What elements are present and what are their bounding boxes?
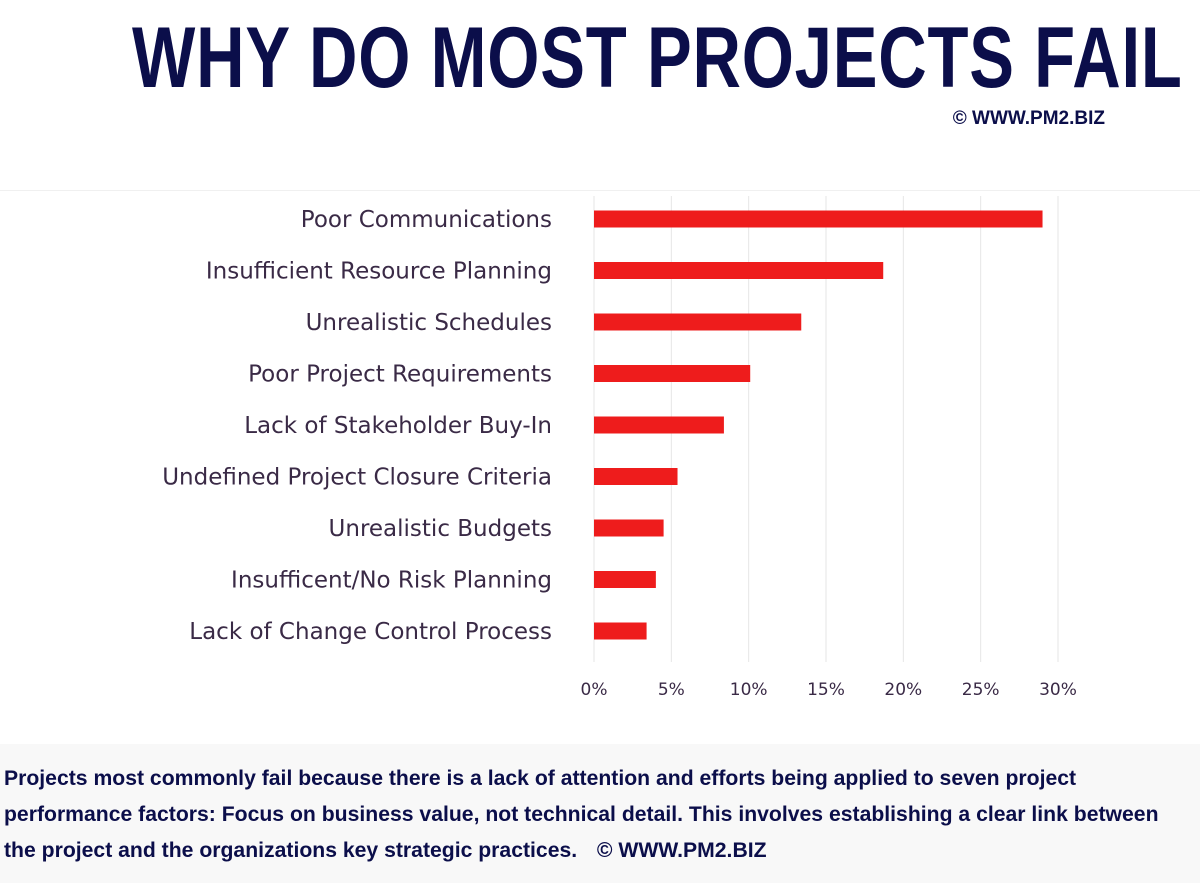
bar-6	[594, 519, 664, 537]
category-label-2: Unrealistic Schedules	[306, 310, 552, 336]
category-label-6: Unrealistic Budgets	[329, 516, 552, 542]
bar-8	[594, 622, 647, 640]
bar-1	[594, 262, 884, 279]
bar-2	[594, 313, 802, 331]
x-tick-label-3: 15%	[807, 680, 845, 700]
footer-description: Projects most commonly fail because ther…	[4, 766, 1159, 862]
category-label-5: Undefined Project Closure Criteria	[162, 465, 552, 491]
bar-7	[594, 571, 656, 588]
category-label-0: Poor Communications	[301, 207, 552, 233]
bar-5	[594, 468, 678, 485]
footer-text-block: Projects most commonly fail because ther…	[4, 760, 1182, 868]
x-tick-label-0: 0%	[581, 680, 608, 700]
category-label-3: Poor Project Requirements	[248, 362, 552, 388]
chart-x-ticks: 0% 5% 10% 15% 20% 25% 30%	[581, 680, 1077, 700]
chart-bars	[594, 210, 1043, 640]
category-label-1: Insufficient Resource Planning	[206, 259, 552, 285]
bar-3	[594, 365, 751, 382]
copyright-top: © WWW.PM2.BIZ	[952, 108, 1105, 129]
footer-panel	[0, 744, 1200, 883]
footer-copyright: © WWW.PM2.BIZ	[596, 838, 767, 862]
category-label-8: Lack of Change Control Process	[189, 619, 552, 645]
x-tick-label-5: 25%	[962, 680, 1000, 700]
chart-category-labels: Poor Communications Insufficient Resource…	[162, 207, 552, 645]
x-tick-label-2: 10%	[730, 680, 768, 700]
x-tick-label-1: 5%	[658, 680, 685, 700]
x-tick-label-4: 20%	[884, 680, 922, 700]
x-tick-label-6: 30%	[1039, 680, 1077, 700]
category-label-4: Lack of Stakeholder Buy-In	[244, 413, 552, 439]
page-title: WHY DO MOST PROJECTS FAIL	[132, 10, 1183, 106]
bar-0	[594, 210, 1043, 228]
bar-4	[594, 416, 724, 434]
category-label-7: Insufficent/No Risk Planning	[231, 568, 552, 594]
